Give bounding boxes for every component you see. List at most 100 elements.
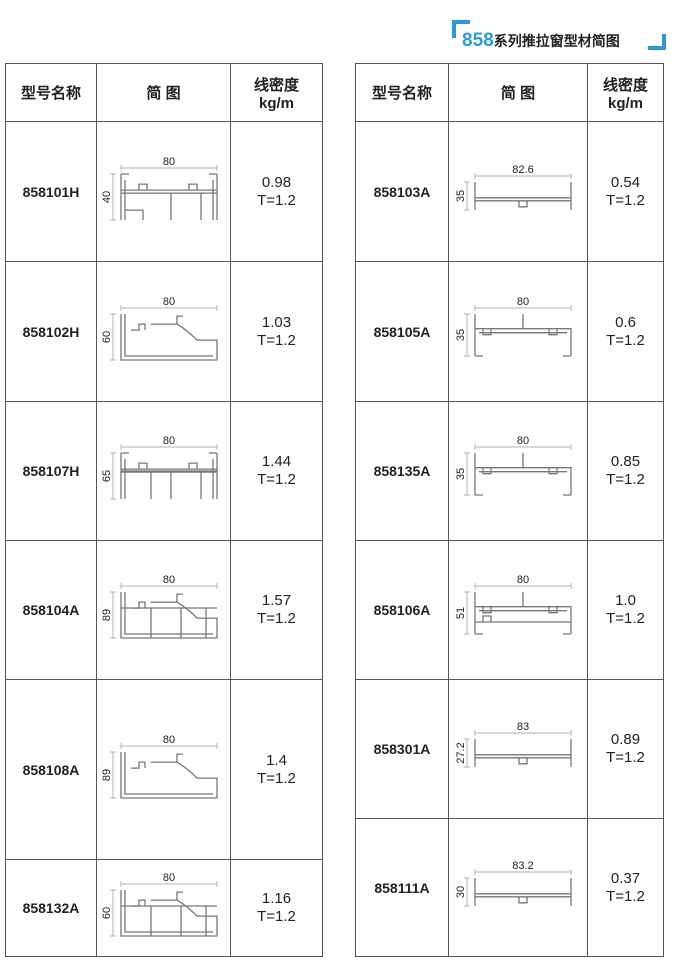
model-name: 858132A — [5, 859, 97, 957]
profile-figure: 80 51 — [448, 540, 588, 680]
header-model: 型号名称 — [5, 63, 97, 122]
density-value: 0.98 — [261, 173, 292, 191]
height-dimension: 60 — [101, 907, 113, 919]
profile-figure: 82.6 35 — [448, 121, 588, 262]
profile-row: 858103A 82.6 35 0.54 T=1.2 — [355, 121, 664, 262]
density-value: 1.44 — [261, 453, 292, 470]
thickness-value: T=1.2 — [257, 191, 296, 209]
model-name: 858104A — [5, 540, 97, 680]
density-cell: 1.4 T=1.2 — [230, 679, 323, 860]
header-figure: 简 图 — [448, 63, 588, 122]
density-cell: 0.89 T=1.2 — [587, 679, 664, 819]
model-name: 858105A — [355, 261, 449, 402]
model-name: 858111A — [355, 818, 449, 957]
header-density: 线密度 kg/m — [230, 63, 323, 122]
title-bracket-left — [452, 20, 470, 38]
profile-row: 858107H 80 65 1.44 T=1.2 — [5, 401, 323, 541]
thickness-value: T=1.2 — [606, 191, 645, 209]
height-dimension: 51 — [455, 607, 467, 619]
density-cell: 0.54 T=1.2 — [587, 121, 664, 262]
profile-figure: 80 35 — [448, 401, 588, 541]
profile-figure: 83.2 30 — [448, 818, 588, 957]
profile-row: 858135A 80 35 0.85 T=1.2 — [355, 401, 664, 541]
profile-row: 858102H 80 60 1.03 T=1.2 — [5, 261, 323, 402]
thickness-value: T=1.2 — [606, 610, 645, 627]
profile-drawing: 80 60 — [101, 872, 218, 937]
thickness-value: T=1.2 — [606, 331, 645, 349]
title-number: 858 — [462, 30, 494, 51]
height-dimension: 89 — [101, 768, 113, 780]
density-cell: 1.16 T=1.2 — [230, 859, 323, 957]
profile-figure: 80 65 — [96, 401, 231, 541]
profile-figure: 80 60 — [96, 261, 231, 402]
width-dimension: 80 — [162, 156, 174, 168]
model-name: 858106A — [355, 540, 449, 680]
height-dimension: 65 — [101, 470, 113, 482]
title-bracket-right — [648, 34, 666, 50]
density-value: 0.6 — [615, 313, 636, 331]
profile-row: 858132A 80 60 1.16 T=1.2 — [5, 859, 323, 957]
thickness-value: T=1.2 — [606, 749, 645, 766]
profile-figure: 80 40 — [96, 121, 231, 262]
width-dimension: 80 — [162, 296, 174, 308]
thickness-value: T=1.2 — [606, 471, 645, 488]
width-dimension: 80 — [517, 574, 529, 586]
profile-row: 858108A 80 89 1.4 T=1.2 — [5, 679, 323, 860]
density-cell: 0.6 T=1.2 — [587, 261, 664, 402]
header-model: 型号名称 — [355, 63, 449, 122]
width-dimension: 80 — [517, 435, 529, 447]
header-figure: 简 图 — [96, 63, 231, 122]
profile-table-left: 型号名称 简 图 线密度 kg/m 858101H 80 40 0.98 T=1.2… — [5, 63, 323, 957]
height-dimension: 27.2 — [455, 742, 467, 763]
density-value: 1.4 — [266, 751, 287, 769]
thickness-value: T=1.2 — [257, 610, 296, 627]
profile-table-right: 型号名称 简 图 线密度 kg/m 858103A 82.6 35 0.54 T=1… — [355, 63, 664, 957]
title-text: 系列推拉窗型材简图 — [493, 33, 620, 49]
profile-drawing: 80 35 — [455, 435, 572, 496]
profile-figure: 80 89 — [96, 540, 231, 680]
width-dimension: 82.6 — [512, 164, 533, 176]
height-dimension: 35 — [455, 328, 467, 340]
density-value: 0.85 — [610, 453, 641, 470]
density-value: 1.0 — [615, 592, 636, 609]
density-value: 1.57 — [261, 592, 292, 609]
thickness-value: T=1.2 — [257, 331, 296, 349]
density-cell: 1.57 T=1.2 — [230, 540, 323, 680]
profile-drawing: 80 89 — [101, 574, 218, 639]
model-name: 858102H — [5, 261, 97, 402]
width-dimension: 80 — [162, 872, 174, 884]
thickness-value: T=1.2 — [606, 887, 645, 905]
profile-figure: 80 60 — [96, 859, 231, 957]
density-cell: 1.03 T=1.2 — [230, 261, 323, 402]
thickness-value: T=1.2 — [257, 908, 296, 925]
height-dimension: 89 — [101, 609, 113, 621]
profile-drawing: 80 60 — [101, 296, 218, 361]
density-value: 0.54 — [610, 173, 641, 191]
profile-figure: 80 35 — [448, 261, 588, 402]
density-cell: 0.37 T=1.2 — [587, 818, 664, 957]
density-value: 0.89 — [610, 731, 641, 748]
profile-drawing: 83 27.2 — [455, 721, 572, 768]
profile-drawing: 80 40 — [101, 156, 218, 220]
thickness-value: T=1.2 — [257, 769, 296, 787]
density-cell: 1.0 T=1.2 — [587, 540, 664, 680]
profile-drawing: 80 89 — [101, 734, 218, 799]
height-dimension: 60 — [101, 330, 113, 342]
width-dimension: 80 — [517, 296, 529, 308]
height-dimension: 35 — [455, 468, 467, 480]
width-dimension: 83 — [517, 721, 529, 733]
page-title: 858系列推拉窗型材简图 — [452, 14, 666, 52]
density-value: 0.37 — [610, 869, 641, 887]
profile-row: 858101H 80 40 0.98 T=1.2 — [5, 121, 323, 262]
thickness-value: T=1.2 — [257, 471, 296, 488]
profile-row: 858301A 83 27.2 0.89 T=1.2 — [355, 679, 664, 819]
profile-row: 858105A 80 35 0.6 T=1.2 — [355, 261, 664, 402]
profile-figure: 80 89 — [96, 679, 231, 860]
height-dimension: 40 — [101, 190, 113, 202]
density-value: 1.16 — [261, 890, 292, 907]
density-cell: 0.98 T=1.2 — [230, 121, 323, 262]
profile-drawing: 80 35 — [455, 296, 572, 357]
profile-drawing: 83.2 30 — [455, 860, 572, 906]
profile-figure: 83 27.2 — [448, 679, 588, 819]
height-dimension: 35 — [455, 189, 467, 201]
